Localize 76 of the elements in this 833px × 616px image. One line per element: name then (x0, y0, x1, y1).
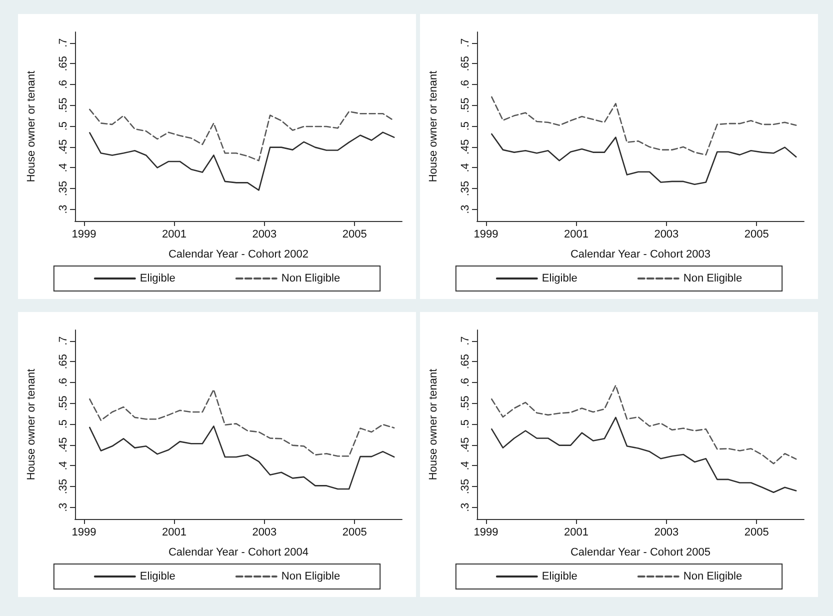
y-tick-label: .65 (460, 354, 472, 370)
y-tick-label: .65 (58, 354, 70, 370)
y-tick-label: .5 (460, 419, 472, 429)
y-tick-label: .3 (58, 502, 70, 512)
x-tick-label: 2001 (162, 526, 186, 538)
y-tick-label: .6 (58, 378, 70, 388)
line-series (89, 388, 395, 457)
y-tick-label: .35 (460, 478, 472, 494)
y-tick-label: .6 (58, 80, 70, 90)
x-tick-label: 2001 (564, 228, 588, 240)
x-tick-label: 2003 (252, 526, 277, 538)
y-tick-label: .45 (58, 139, 70, 155)
x-tick-label: 2005 (744, 228, 769, 240)
y-tick-label: .35 (58, 478, 70, 494)
line-series (491, 384, 797, 464)
y-tick-label: .4 (58, 461, 70, 470)
x-tick-label: 2003 (654, 526, 679, 538)
y-tick-label: .3 (460, 204, 472, 214)
x-tick-label: 2001 (162, 228, 186, 240)
y-tick-label: .45 (460, 437, 472, 453)
x-tick-label: 2003 (252, 228, 277, 240)
y-tick-label: .55 (58, 396, 70, 411)
y-tick-label: .35 (460, 180, 472, 196)
y-tick-label: .65 (58, 56, 70, 72)
line-series (491, 96, 797, 156)
x-tick-label: 2003 (654, 228, 679, 240)
legend-label: Non Eligible (281, 570, 340, 582)
y-tick-label: .55 (460, 396, 472, 411)
x-tick-label: 2001 (564, 526, 588, 538)
y-tick-label: .35 (58, 180, 70, 196)
x-tick-label: 1999 (72, 228, 96, 240)
x-axis-title: Calendar Year - Cohort 2002 (168, 248, 309, 260)
x-tick-label: 1999 (72, 526, 96, 538)
y-tick-label: .55 (58, 98, 70, 113)
y-tick-label: .45 (460, 139, 472, 155)
y-tick-label: .3 (58, 204, 70, 214)
y-tick-label: .5 (58, 419, 70, 429)
y-tick-label: .5 (58, 121, 70, 131)
x-axis-title: Calendar Year - Cohort 2005 (570, 546, 711, 558)
y-tick-label: .7 (58, 38, 70, 48)
y-tick-label: .55 (460, 98, 472, 113)
y-axis-title: House owner or tenant (26, 70, 38, 182)
x-axis-title: Calendar Year - Cohort 2003 (570, 248, 711, 260)
legend-label: Non Eligible (683, 272, 742, 284)
x-axis-title: Calendar Year - Cohort 2004 (168, 546, 309, 558)
x-tick-label: 2005 (744, 526, 769, 538)
y-tick-label: .7 (58, 336, 70, 346)
y-tick-label: .4 (460, 163, 472, 172)
y-tick-label: .4 (460, 461, 472, 470)
legend-label: Non Eligible (281, 272, 340, 284)
legend-label: Eligible (140, 570, 176, 582)
line-series (89, 132, 395, 191)
y-tick-label: .4 (58, 163, 70, 172)
legend-label: Eligible (542, 272, 578, 284)
x-tick-label: 1999 (474, 228, 498, 240)
line-series (491, 416, 797, 494)
legend-label: Eligible (140, 272, 176, 284)
legend-label: Eligible (542, 570, 578, 582)
legend-label: Non Eligible (683, 570, 742, 582)
y-tick-label: .7 (460, 336, 472, 346)
line-series (89, 108, 395, 162)
line-series (491, 133, 797, 186)
y-tick-label: .3 (460, 502, 472, 512)
y-axis-title: House owner or tenant (428, 70, 440, 182)
y-axis-title: House owner or tenant (428, 368, 440, 480)
x-tick-label: 2005 (342, 526, 367, 538)
y-tick-label: .65 (460, 56, 472, 72)
x-tick-label: 1999 (474, 526, 498, 538)
y-tick-label: .45 (58, 437, 70, 453)
y-tick-label: .5 (460, 121, 472, 131)
y-tick-label: .6 (460, 378, 472, 388)
y-axis-title: House owner or tenant (26, 368, 38, 480)
y-tick-label: .7 (460, 38, 472, 48)
line-series (89, 426, 395, 490)
x-tick-label: 2005 (342, 228, 367, 240)
y-tick-label: .6 (460, 80, 472, 90)
